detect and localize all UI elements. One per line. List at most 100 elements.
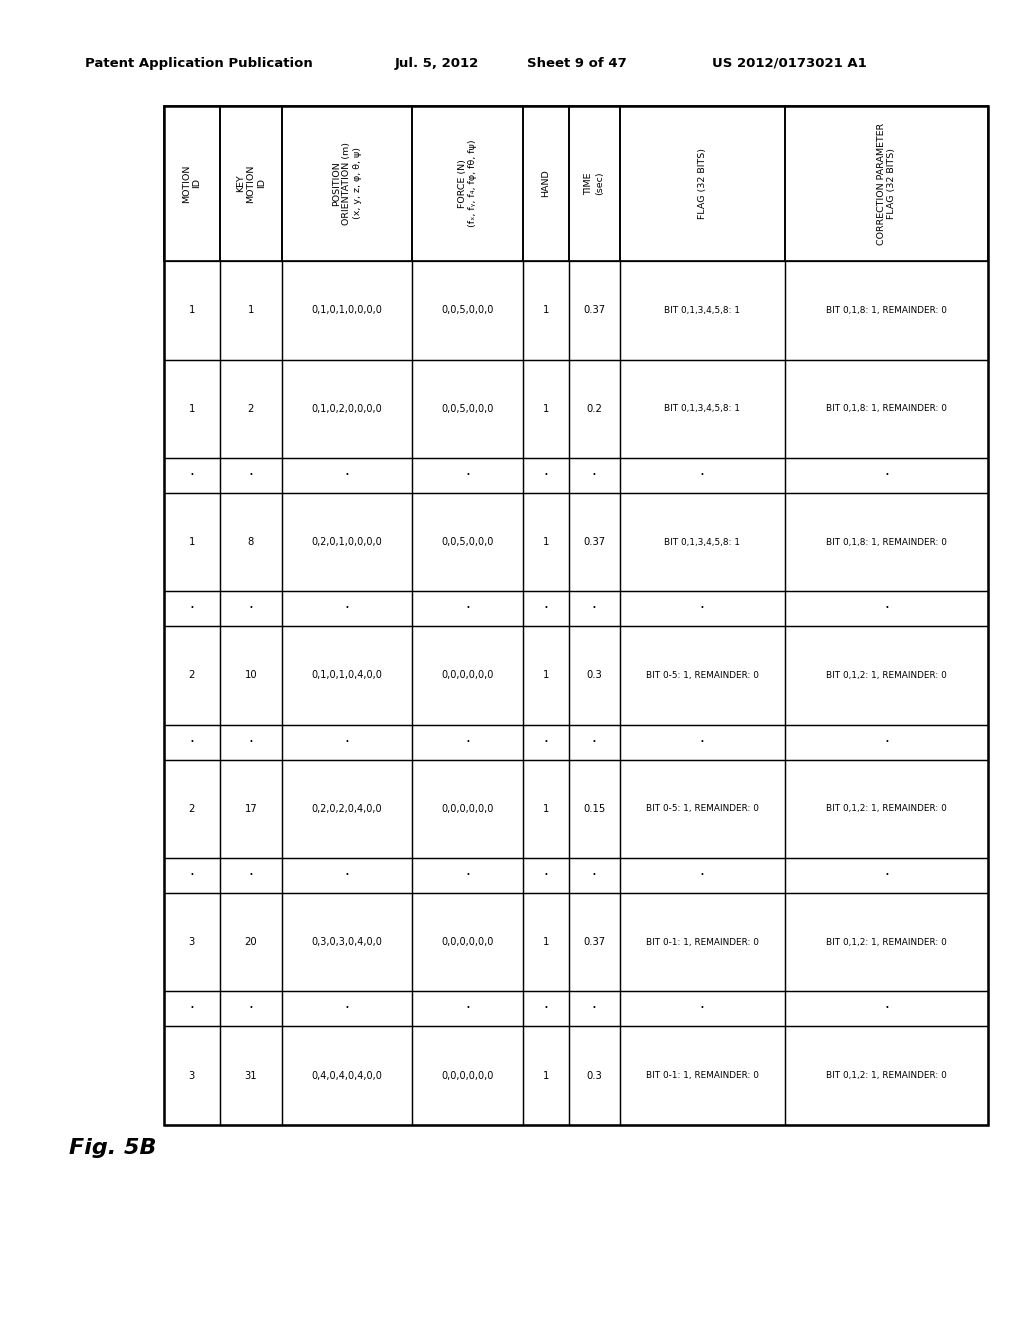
Text: 1: 1	[188, 305, 195, 315]
Text: ·: ·	[884, 602, 889, 616]
Text: 0,0,5,0,0,0: 0,0,5,0,0,0	[441, 537, 494, 546]
Bar	[523, 725, 568, 760]
Text: ·: ·	[249, 1002, 253, 1016]
Text: TIME
(sec): TIME (sec)	[585, 172, 604, 195]
Text: 1: 1	[543, 537, 549, 546]
Bar	[568, 261, 620, 359]
Bar	[523, 591, 568, 626]
Bar	[220, 760, 282, 858]
Text: 0,0,0,0,0,0: 0,0,0,0,0,0	[441, 937, 494, 948]
Text: ·: ·	[592, 1002, 597, 1016]
Text: 3: 3	[188, 1071, 195, 1081]
Text: 1: 1	[543, 671, 549, 680]
Bar	[220, 991, 282, 1027]
Bar	[568, 492, 620, 591]
Text: 0.3: 0.3	[587, 1071, 602, 1081]
Text: MOTION
ID: MOTION ID	[182, 164, 202, 203]
Bar	[282, 359, 412, 458]
Bar	[412, 458, 523, 492]
Bar	[412, 760, 523, 858]
Text: 1: 1	[543, 305, 549, 315]
Text: Jul. 5, 2012: Jul. 5, 2012	[394, 57, 478, 70]
Text: 0,1,0,1,0,0,0,0: 0,1,0,1,0,0,0,0	[311, 305, 382, 315]
Bar	[164, 1027, 220, 1125]
Bar	[282, 1027, 412, 1125]
Text: ·: ·	[189, 869, 195, 883]
Text: 2: 2	[188, 804, 195, 814]
Bar	[412, 591, 523, 626]
Text: ·: ·	[189, 735, 195, 750]
Bar	[620, 359, 784, 458]
Text: ·: ·	[884, 1002, 889, 1016]
Text: 1: 1	[248, 305, 254, 315]
Bar	[523, 894, 568, 991]
Text: Patent Application Publication: Patent Application Publication	[85, 57, 312, 70]
Bar	[523, 1027, 568, 1125]
Bar	[412, 858, 523, 894]
Text: ·: ·	[592, 735, 597, 750]
Text: BIT 0,1,2: 1, REMAINDER: 0: BIT 0,1,2: 1, REMAINDER: 0	[826, 1071, 947, 1080]
Text: 0,1,0,1,0,4,0,0: 0,1,0,1,0,4,0,0	[311, 671, 382, 680]
Text: BIT 0,1,3,4,5,8: 1: BIT 0,1,3,4,5,8: 1	[665, 306, 740, 315]
Text: 0,2,0,1,0,0,0,0: 0,2,0,1,0,0,0,0	[311, 537, 382, 546]
Text: ·: ·	[344, 467, 349, 483]
Text: ·: ·	[699, 869, 705, 883]
Bar	[164, 725, 220, 760]
Text: ·: ·	[884, 735, 889, 750]
Text: ·: ·	[465, 869, 470, 883]
Text: Fig. 5B: Fig. 5B	[69, 1138, 156, 1158]
Bar	[784, 458, 988, 492]
Text: ·: ·	[344, 602, 349, 616]
Text: 1: 1	[543, 1071, 549, 1081]
Text: KEY
MOTION
ID: KEY MOTION ID	[236, 164, 265, 203]
Text: 31: 31	[245, 1071, 257, 1081]
Bar	[523, 458, 568, 492]
Bar	[784, 991, 988, 1027]
Text: 1: 1	[543, 804, 549, 814]
Bar	[412, 359, 523, 458]
Bar	[412, 626, 523, 725]
Text: 0.37: 0.37	[583, 305, 605, 315]
Bar	[784, 626, 988, 725]
Text: 0,0,5,0,0,0: 0,0,5,0,0,0	[441, 305, 494, 315]
Bar	[220, 725, 282, 760]
Text: HAND: HAND	[542, 169, 551, 198]
Text: ·: ·	[249, 869, 253, 883]
Bar	[220, 261, 282, 359]
Text: 3: 3	[188, 937, 195, 948]
Bar	[412, 991, 523, 1027]
Bar	[412, 1027, 523, 1125]
Bar	[568, 760, 620, 858]
Text: ·: ·	[544, 602, 548, 616]
Text: 1: 1	[188, 404, 195, 413]
Text: ·: ·	[699, 1002, 705, 1016]
Bar	[784, 858, 988, 894]
Text: ·: ·	[344, 869, 349, 883]
Bar	[784, 1027, 988, 1125]
Text: BIT 0,1,8: 1, REMAINDER: 0: BIT 0,1,8: 1, REMAINDER: 0	[826, 306, 947, 315]
Text: ·: ·	[344, 1002, 349, 1016]
Text: BIT 0-5: 1, REMAINDER: 0: BIT 0-5: 1, REMAINDER: 0	[646, 671, 759, 680]
Text: ·: ·	[189, 602, 195, 616]
Text: ·: ·	[465, 1002, 470, 1016]
Bar	[220, 858, 282, 894]
Bar	[568, 725, 620, 760]
Text: ·: ·	[249, 735, 253, 750]
Text: 17: 17	[245, 804, 257, 814]
Bar	[282, 760, 412, 858]
Bar	[784, 359, 988, 458]
Bar	[620, 626, 784, 725]
Bar	[164, 991, 220, 1027]
Bar	[568, 991, 620, 1027]
Text: BIT 0,1,2: 1, REMAINDER: 0: BIT 0,1,2: 1, REMAINDER: 0	[826, 937, 947, 946]
Text: ·: ·	[465, 467, 470, 483]
Text: ·: ·	[249, 602, 253, 616]
Bar	[282, 261, 412, 359]
Bar	[412, 261, 523, 359]
Bar	[164, 359, 220, 458]
Text: BIT 0,1,2: 1, REMAINDER: 0: BIT 0,1,2: 1, REMAINDER: 0	[826, 671, 947, 680]
Text: ·: ·	[699, 602, 705, 616]
Bar	[164, 858, 220, 894]
Text: ·: ·	[189, 1002, 195, 1016]
Text: BIT 0-1: 1, REMAINDER: 0: BIT 0-1: 1, REMAINDER: 0	[646, 1071, 759, 1080]
